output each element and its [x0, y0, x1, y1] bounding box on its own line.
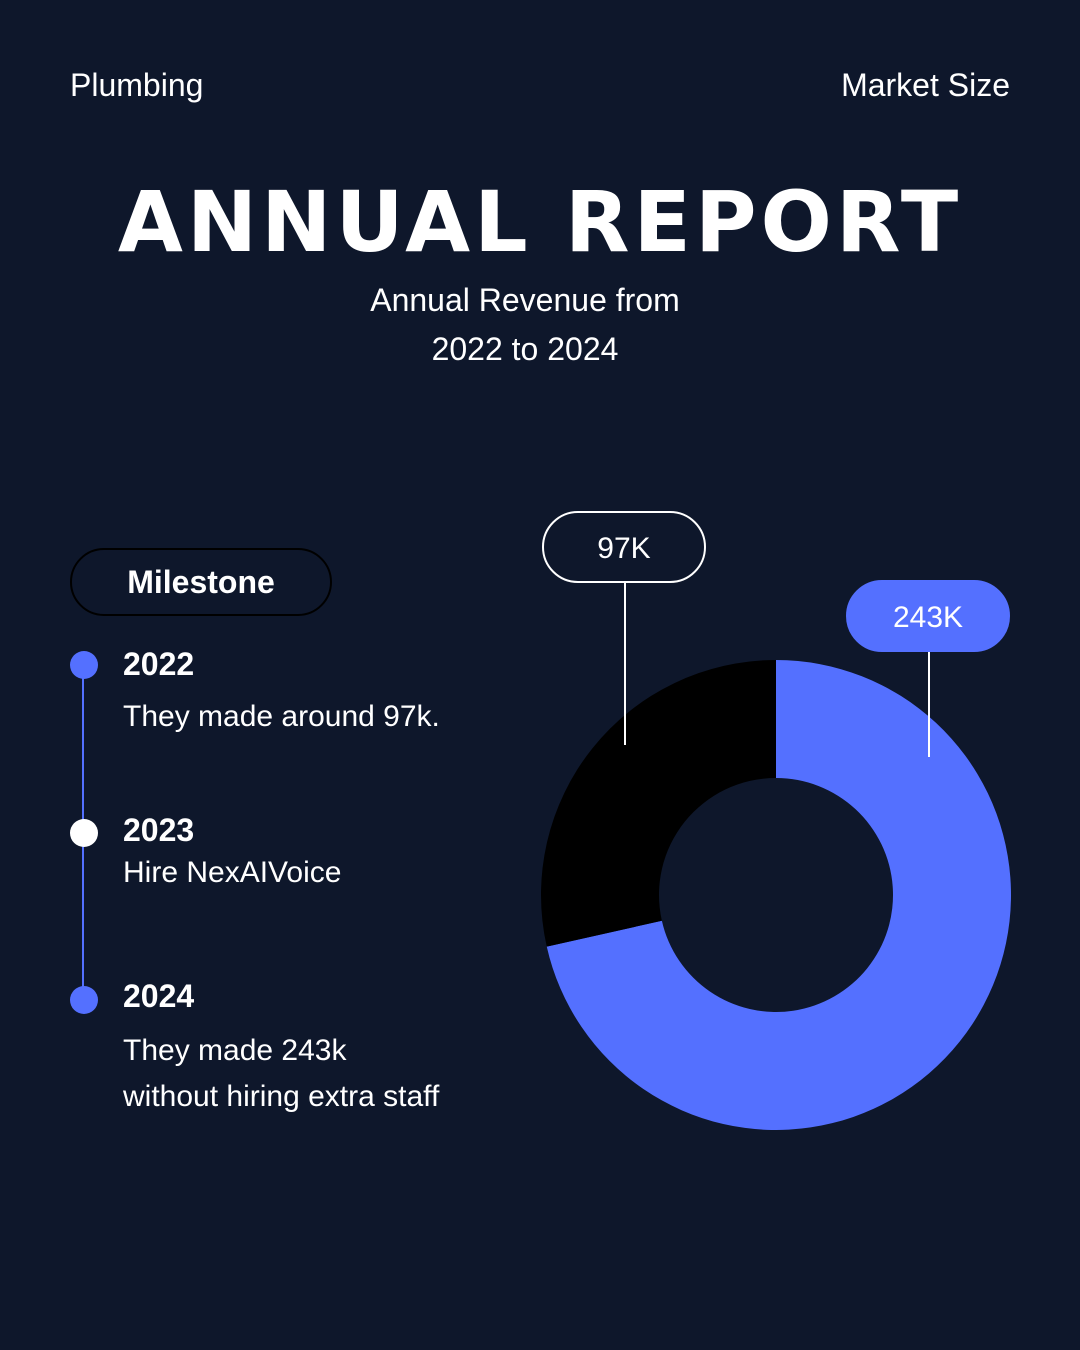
callout-box-243k	[846, 580, 1010, 652]
data-label-97k: 97K	[597, 532, 650, 565]
page-title: ANNUAL REPORT	[117, 173, 963, 271]
callout-box-97k	[542, 511, 706, 583]
section-label: Market Size	[841, 67, 1010, 103]
milestone-heading: Milestone	[70, 548, 332, 616]
data-label-243k: 243K	[893, 601, 963, 634]
subtitle-line-2: 2022 to 2024	[431, 331, 619, 367]
milestone-text-2024: They made 243k without hiring extra staf…	[123, 1034, 440, 1113]
milestone-year-2022: 2022	[123, 646, 195, 682]
milestone-year-2023: 2023	[123, 812, 195, 848]
milestone-text-2022: They made around 97k.	[123, 700, 440, 733]
donut-slice-243k	[546, 660, 1011, 1131]
subtitle-line-1: Annual Revenue from	[370, 282, 680, 318]
page-subtitle: Annual Revenue from 2022 to 2024	[0, 276, 1050, 374]
milestone-text-2023: Hire NexAIVoice	[123, 856, 342, 889]
category-label: Plumbing	[70, 67, 204, 103]
timeline-dot-2024	[70, 986, 98, 1014]
timeline-dot-2022	[70, 651, 98, 679]
donut-slice-97k	[541, 660, 776, 947]
milestone-year-2024: 2024	[123, 978, 195, 1014]
timeline-dot-2023	[70, 819, 98, 847]
